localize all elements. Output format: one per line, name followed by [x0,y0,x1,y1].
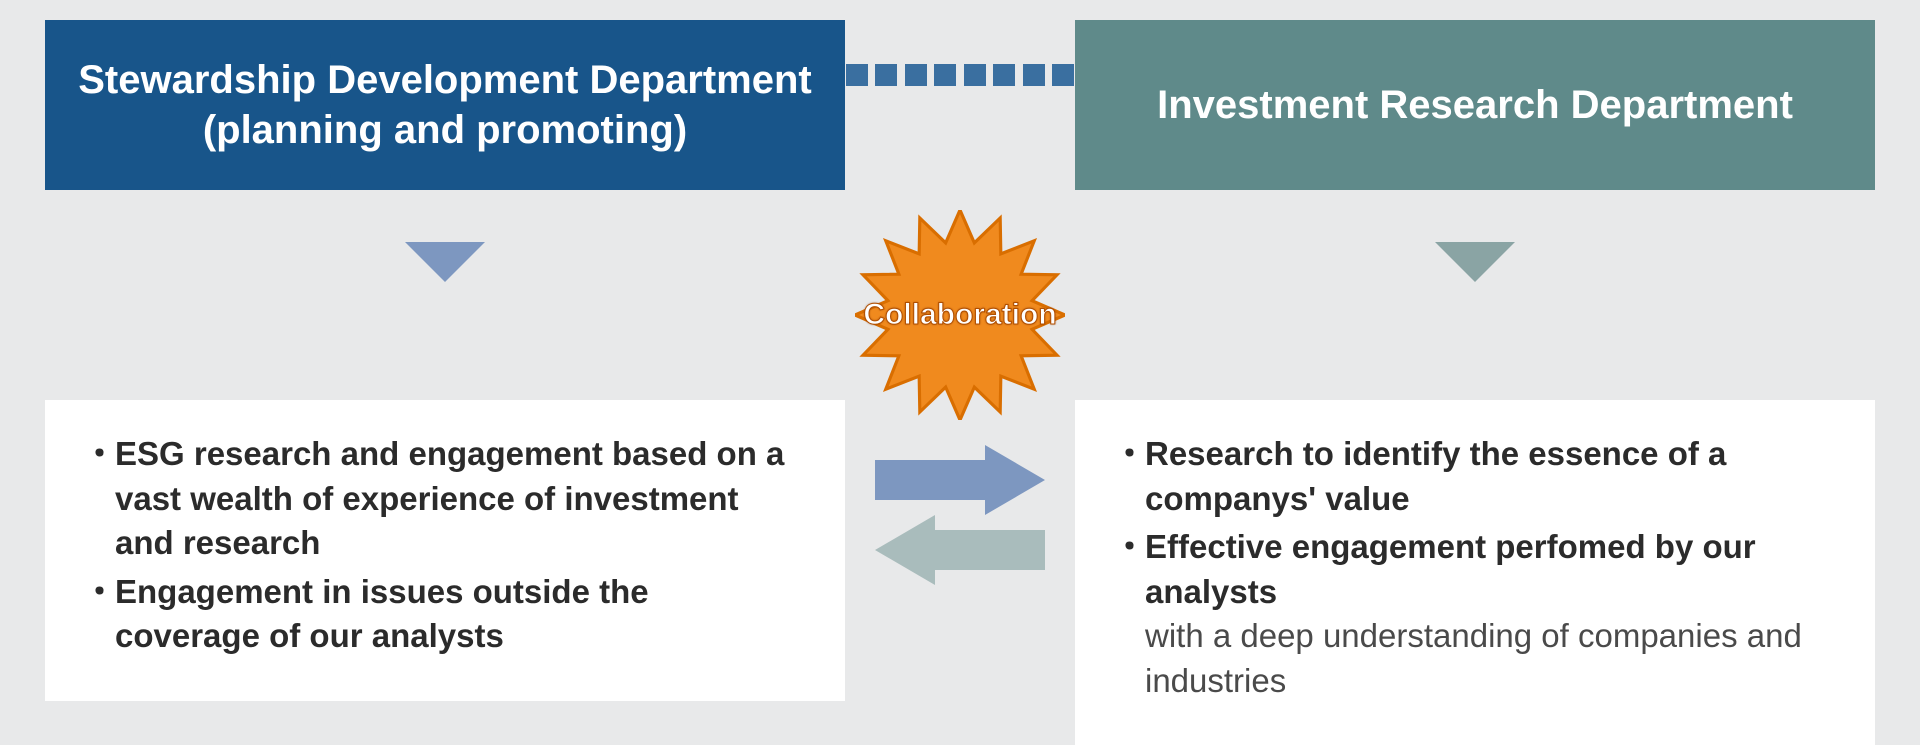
left-bullet: Engagement in issues outside the coverag… [89,570,801,659]
exchange-arrows-icon [870,445,1050,585]
right-bullet: Effective engagement perfomed by our ana… [1119,525,1831,703]
right-department-header: Investment Research Department [1075,20,1875,190]
triangle-down-icon-left [405,242,485,282]
left-bullet: ESG research and engagement based on a v… [89,432,801,566]
collaboration-badge-label: Collaboration [855,210,1065,420]
left-department-header: Stewardship Development Department (plan… [45,20,845,190]
bullet-text: ESG research and engagement based on a v… [115,435,784,561]
bullet-text: Effective engagement perfomed by our ana… [1145,528,1756,610]
left-bullet-card: ESG research and engagement based on a v… [45,400,845,701]
right-bullet: Research to identify the essence of a co… [1119,432,1831,521]
collaboration-badge: Collaboration [855,210,1065,420]
dashed-connector [846,64,1074,88]
bullet-subtext: with a deep understanding of companies a… [1145,614,1831,703]
triangle-down-icon-right [1435,242,1515,282]
bullet-text: Engagement in issues outside the coverag… [115,573,649,655]
bullet-text: Research to identify the essence of a co… [1145,435,1726,517]
right-bullet-card: Research to identify the essence of a co… [1075,400,1875,745]
